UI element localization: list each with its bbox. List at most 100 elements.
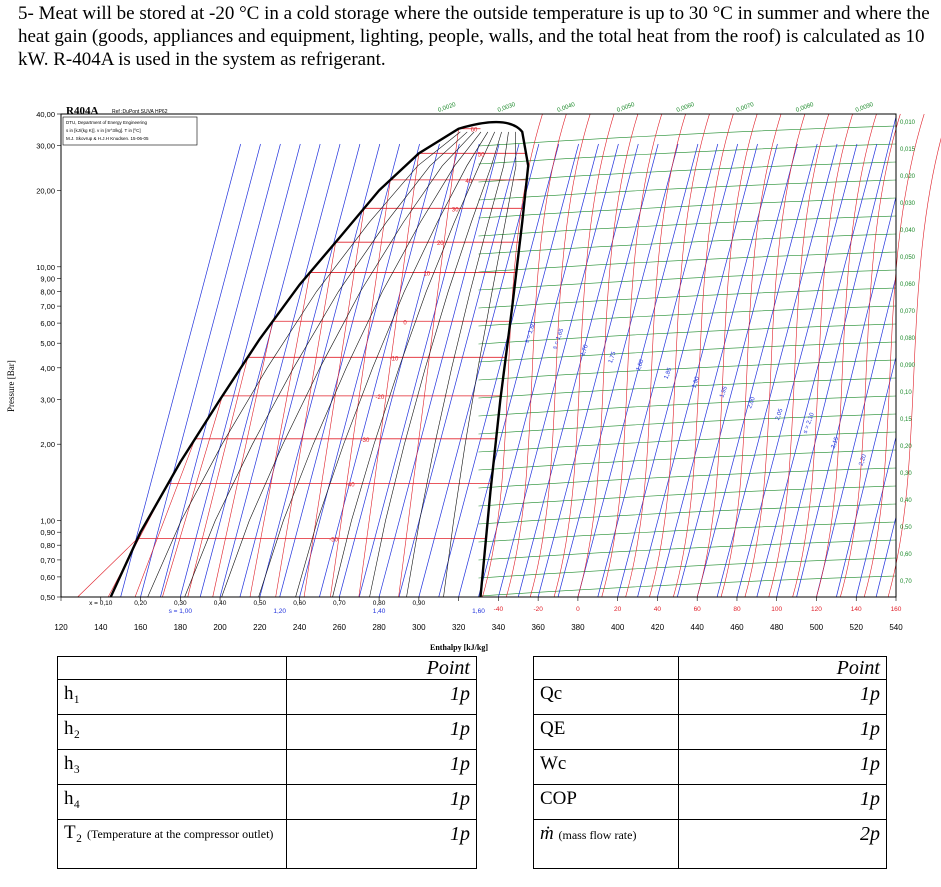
quality-label: 0,70 [333,600,346,607]
x-tick-label: 400 [611,623,625,632]
points: 1p [678,714,887,750]
isochore-label: 0,60 [900,552,912,558]
entropy-row-label: 1,60 [472,608,485,615]
y-tick-label: 10,00 [36,263,55,272]
problem-statement: 5- Meat will be stored at -20 °C in a co… [18,3,930,70]
isentrope-label: 1,90 [691,375,701,389]
isentrope-label: 1,85 [664,366,674,380]
points: 1p [286,714,477,750]
vapor-temp-label: 20 [614,606,622,613]
chart-info-2: s in [kJ/(kg K)]. v in [m^3/kg]. T in [º… [66,128,141,133]
quality-label: 0,40 [214,600,227,607]
isentrope-label: 2,20 [858,453,868,467]
t2-symbol: T₂ [64,822,83,843]
x-tick-label: 160 [134,623,148,632]
x-tick-label: 240 [293,623,307,632]
x-tick-label: 280 [372,623,386,632]
isotherm-label: -50 [329,538,338,544]
x-tick-label: 220 [253,623,267,632]
isochore-label: 0,070 [900,309,916,315]
x-tick-label: 300 [412,623,426,632]
isotherm-label: 60 [471,128,478,134]
cell-h1: h₁ [57,679,287,715]
quality-label: 0,20 [134,600,147,607]
isotherm-label: 50 [478,152,485,158]
x-tick-label: 440 [691,623,705,632]
y-tick-label: 0,70 [40,556,55,565]
vapor-temp-label: -40 [494,606,504,613]
quality-label: 0,30 [174,600,187,607]
isochore-label: 0,0070 [736,102,756,114]
isochore-label: 0,0020 [437,102,457,114]
isentrope-lines [120,116,897,598]
cell-h4: h₄ [57,784,287,820]
isochore-label: 0,0030 [497,102,517,114]
x-tick-label: 360 [531,623,545,632]
isochore-label: 0,50 [900,525,912,531]
x-tick-label: 500 [810,623,824,632]
x-tick-label: 420 [651,623,665,632]
y-tick-label: 3,00 [40,396,55,405]
y-tick-label: 4,00 [40,364,55,373]
isochore-label: 0,030 [900,201,916,207]
isotherm-label: -30 [361,438,370,444]
x-tick-label: 520 [850,623,864,632]
quality-label: 0,80 [373,600,386,607]
vapor-temp-label: 40 [654,606,662,613]
isochore-label: 0,30 [900,471,912,477]
points: 1p [286,784,477,820]
quality-label: 0,60 [293,600,306,607]
entropy-row-label: 1,40 [373,608,386,615]
points: 1p [286,679,477,715]
x-tick-label: 340 [492,623,506,632]
entropy-row-label: 1,20 [273,608,286,615]
isochore-label: 0,0090 [855,102,875,114]
mdot-symbol: ṁ [540,823,554,844]
cell-wc: Wc [533,749,679,785]
y-tick-label: 0,60 [40,573,55,582]
y-tick-label: 9,00 [40,274,55,283]
isochore-label: 0,020 [900,174,916,180]
isochore-label: 0,010 [900,120,916,126]
isochore-label: 0,090 [900,363,916,369]
isotherm-label: 40 [465,179,472,185]
chart-info-3: M.J. Skovrup & H.J.H Knudsen. 15-06-05 [66,136,149,141]
vapor-temp-label: 80 [733,606,741,613]
x-tick-label: 200 [213,623,227,632]
vapor-temp-label: 160 [891,606,902,613]
y-tick-label: 5,00 [40,339,55,348]
isentrope-label: 2,00 [747,396,757,410]
y-tick-label: 40,00 [36,110,55,119]
isotherm-label: -40 [346,483,355,489]
y-tick-label: 1,00 [40,517,55,526]
x-tick-label: 480 [770,623,784,632]
x-tick-label: 380 [571,623,585,632]
points: 1p [286,749,477,785]
points: 2p [678,819,887,869]
isochore-label: 0,0060 [676,102,696,114]
x-tick-label: 260 [333,623,347,632]
isentrope-label: 1,75 [608,351,618,365]
isochore-label: 0,0040 [557,102,577,114]
y-tick-label: 0,90 [40,528,55,537]
isochore-label: 0,080 [900,336,916,342]
x-tick-label: 540 [889,623,903,632]
saturation-dome [109,120,530,598]
vapor-temp-label: 60 [694,606,702,613]
vapor-temp-label: 120 [811,606,822,613]
isentrope-label: 2,05 [775,408,785,422]
cell-h2: h₂ [57,714,287,750]
isotherm-label: 20 [437,241,444,247]
point-header: Point [678,656,887,680]
x-axis-label: Enthalpy [kJ/kg] [430,643,488,652]
y-tick-label: 6,00 [40,319,55,328]
cell-mass-flow: ṁ (mass flow rate) [533,819,679,869]
isentrope-label: 1,80 [636,358,646,372]
points: 1p [678,749,887,785]
x-tick-label: 120 [54,623,68,632]
y-tick-label: 2,00 [40,440,55,449]
isotherm-label: 0 [403,320,407,326]
x-tick-label: 140 [94,623,108,632]
isochore-label: 0,10 [900,390,912,396]
vapor-temp-label: -20 [533,606,543,613]
